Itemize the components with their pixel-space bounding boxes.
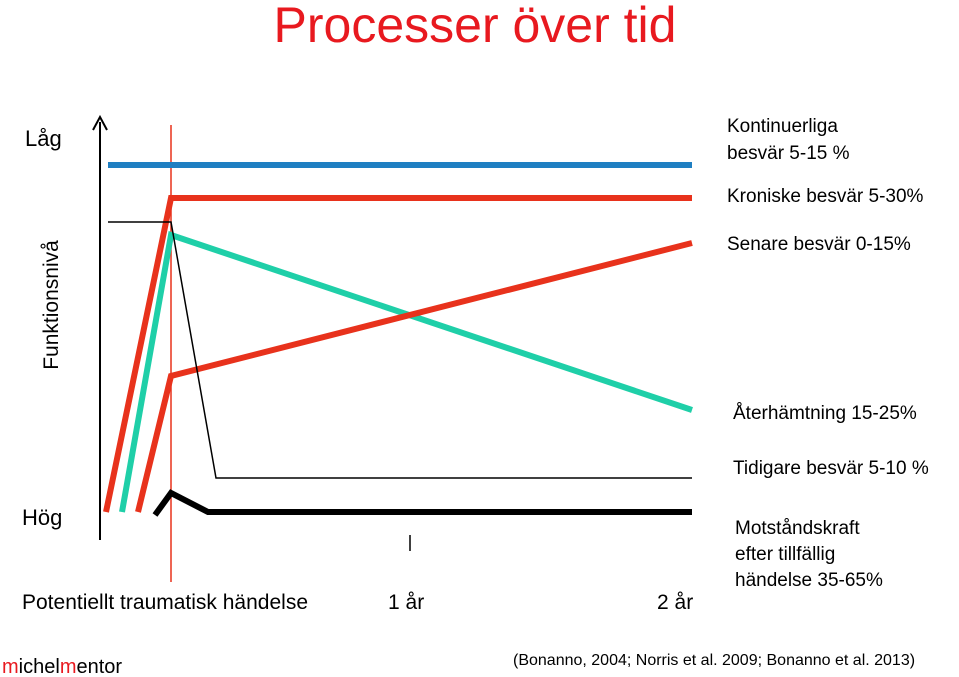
chronic-curve <box>103 195 692 513</box>
curve-label: Kroniske besvär 5-30% <box>727 186 924 207</box>
early-curve <box>108 221 692 479</box>
x-label: 1 år <box>388 591 424 614</box>
axis-bottom: Hög <box>22 505 62 530</box>
x-label: 2 år <box>657 591 693 614</box>
recovery-curve <box>119 231 693 513</box>
curve-label: Senare besvär 0-15% <box>727 234 911 255</box>
curve-label: Tidigare besvär 5-10 % <box>733 458 929 479</box>
curve-label: Återhämtning 15-25% <box>733 403 917 424</box>
resilience-curve <box>152 489 692 517</box>
logo-part: m <box>60 656 77 677</box>
logo-part: entor <box>76 656 122 677</box>
curve-label: efter tillfällig <box>735 544 835 565</box>
citation: (Bonanno, 2004; Norris et al. 2009; Bona… <box>513 652 915 669</box>
curve-label: besvär 5-15 % <box>727 143 850 164</box>
title: Processer över tid <box>274 0 677 53</box>
logo: michelmentor <box>2 656 122 677</box>
curve-label: Kontinuerliga <box>727 116 838 137</box>
curve-label: händelse 35-65% <box>735 570 883 591</box>
delayed-curve <box>135 240 693 513</box>
axis-top: Låg <box>25 126 62 151</box>
logo-part: m <box>2 656 19 677</box>
axis-label: Funktionsnivå <box>40 240 63 370</box>
event-label: Potentiellt traumatisk händelse <box>22 591 308 614</box>
axis-arrow <box>92 114 108 131</box>
logo-part: ichel <box>19 656 60 677</box>
curve-label: Motståndskraft <box>735 518 860 539</box>
